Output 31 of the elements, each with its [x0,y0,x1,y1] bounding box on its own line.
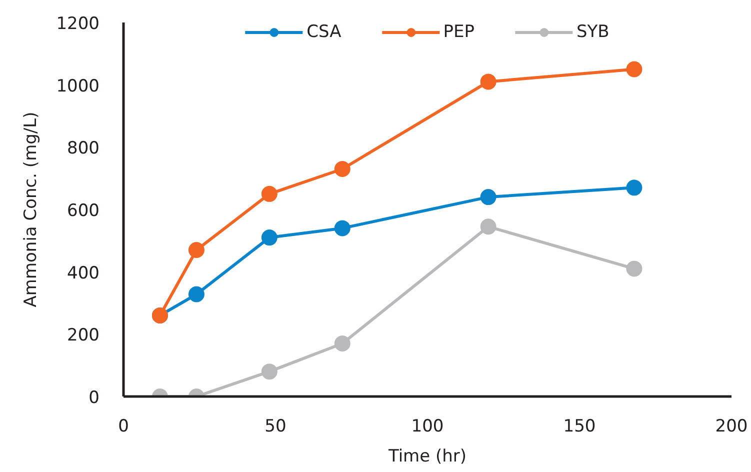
y-tick-label: 1000 [56,76,100,96]
point [188,242,204,258]
point [626,260,642,277]
point [334,220,350,236]
y-tick-label: 400 [67,263,100,284]
point [334,336,350,352]
point [334,161,350,177]
x-tick-label: 50 [264,416,286,436]
legend-label: CSA [306,22,342,42]
y-tick-label: 600 [67,201,100,221]
x-tick-label: 200 [715,416,748,436]
x-tick-label: 0 [118,416,129,436]
point [188,286,204,302]
y-tick-label: 200 [67,326,100,346]
legend-label: SYB [576,22,610,42]
point [480,74,496,90]
y-axis-title: Ammonia Conc. (mg/L) [21,112,42,308]
point [261,364,278,380]
y-tick-label: 800 [67,138,100,159]
x-axis-title: Time (hr) [387,446,467,466]
x-tick-label: 100 [411,416,444,436]
y-tick-label: 0 [88,388,100,408]
point [261,230,278,246]
point [626,61,642,78]
x-tick-label: 150 [563,416,596,436]
y-tick-label: 1200 [56,14,100,34]
point [626,180,642,196]
point [480,189,496,206]
legend-label: PEP [443,22,475,42]
point [261,186,278,202]
point [480,218,496,235]
